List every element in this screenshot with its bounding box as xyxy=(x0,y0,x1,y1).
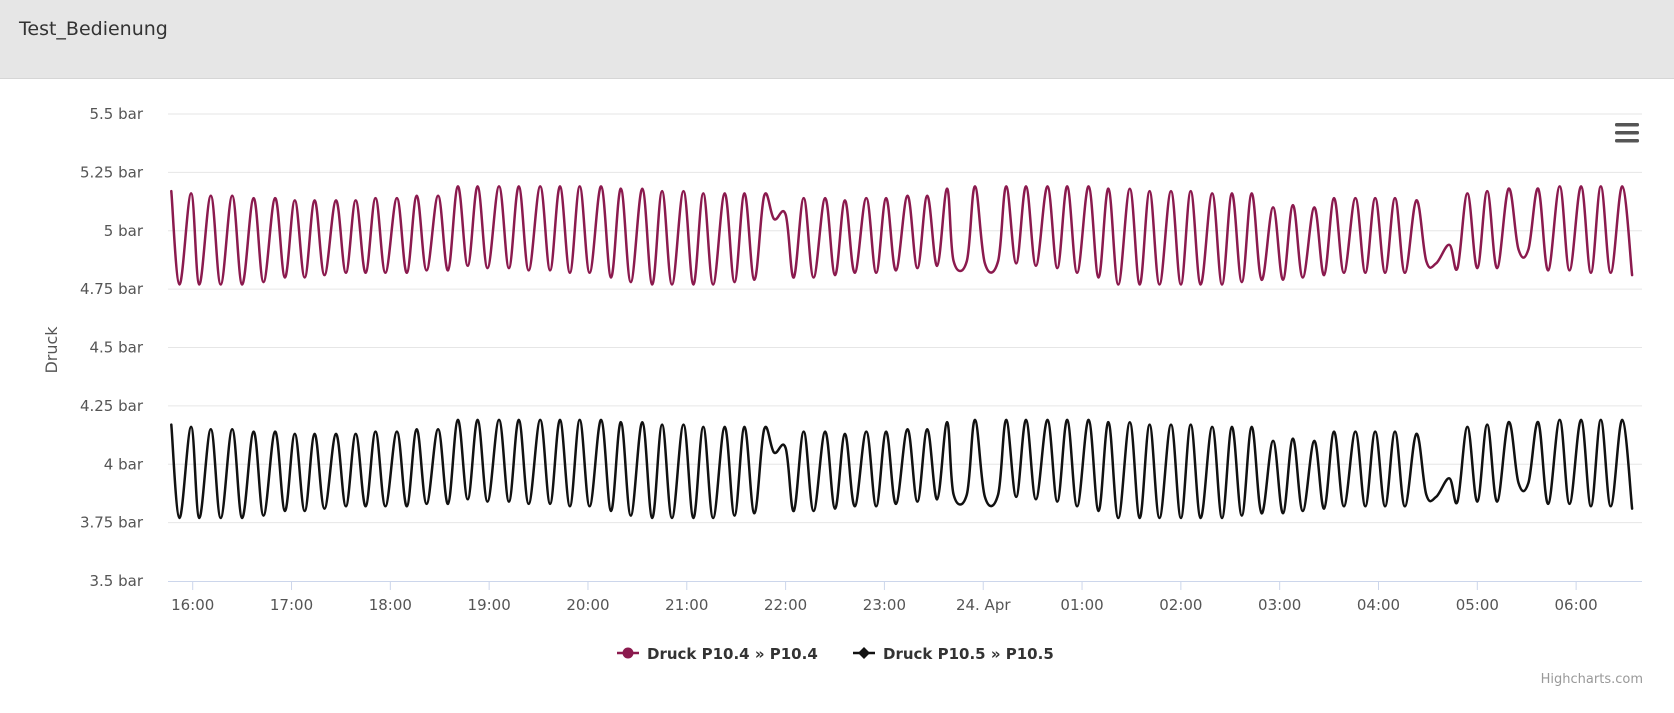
grid-lines xyxy=(168,113,1642,524)
line-chart: 3.5 bar 3.75 bar 4 bar 4.25 bar 4.5 bar 4.75 … xyxy=(42,105,1643,687)
x-axis-ticks: 16:00 17:00 18:00 19:00 20:00 21:00 22:00 23:00… xyxy=(171,581,1598,614)
x-tick-label: 18:00 xyxy=(369,596,412,614)
y-axis-title: Druck xyxy=(42,326,61,374)
hamburger-menu-icon[interactable] xyxy=(1614,122,1640,146)
x-tick-label: 02:00 xyxy=(1159,596,1202,614)
y-tick-label: 3.5 bar xyxy=(89,572,143,590)
credits-link[interactable]: Highcharts.com xyxy=(1541,672,1643,687)
y-tick-label: 5.25 bar xyxy=(80,163,144,181)
y-tick-label: 4.75 bar xyxy=(80,280,144,298)
x-tick-label: 22:00 xyxy=(764,596,807,614)
legend-item-2[interactable]: Druck P10.5 » P10.5 xyxy=(853,645,1054,663)
series-line-2[interactable] xyxy=(170,418,1634,520)
page-title: Test_Bedienung xyxy=(19,18,168,40)
x-tick-label: 19:00 xyxy=(468,596,511,614)
x-tick-label: 01:00 xyxy=(1060,596,1103,614)
legend-diamond-marker xyxy=(858,647,870,659)
x-tick-label: 24. Apr xyxy=(956,596,1011,614)
y-axis-tick-labels: 3.5 bar 3.75 bar 4 bar 4.25 bar 4.5 bar 4.75 … xyxy=(80,105,144,590)
y-tick-label: 4.5 bar xyxy=(89,339,143,357)
y-tick-label: 4 bar xyxy=(104,455,144,473)
x-tick-label: 20:00 xyxy=(566,596,609,614)
legend-label: Druck P10.5 » P10.5 xyxy=(883,645,1054,663)
x-tick-label: 06:00 xyxy=(1555,596,1598,614)
legend-circle-marker xyxy=(622,647,634,659)
x-tick-label: 16:00 xyxy=(171,596,214,614)
chart-container: 3.5 bar 3.75 bar 4 bar 4.25 bar 4.5 bar 4.75 … xyxy=(0,80,1674,709)
series-group xyxy=(170,185,1634,520)
series-line-1[interactable] xyxy=(170,185,1634,286)
page-header: Test_Bedienung xyxy=(0,0,1674,79)
y-tick-label: 3.75 bar xyxy=(80,514,144,532)
legend: Druck P10.4 » P10.4 Druck P10.5 » P10.5 xyxy=(617,645,1054,663)
x-tick-label: 21:00 xyxy=(665,596,708,614)
legend-label: Druck P10.4 » P10.4 xyxy=(647,645,818,663)
legend-item-1[interactable]: Druck P10.4 » P10.4 xyxy=(617,645,818,663)
x-tick-label: 05:00 xyxy=(1456,596,1499,614)
y-tick-label: 5.5 bar xyxy=(89,105,143,123)
x-tick-label: 04:00 xyxy=(1357,596,1400,614)
x-tick-label: 03:00 xyxy=(1258,596,1301,614)
x-tick-label: 23:00 xyxy=(863,596,906,614)
x-tick-label: 17:00 xyxy=(270,596,313,614)
y-tick-label: 5 bar xyxy=(104,222,144,240)
y-tick-label: 4.25 bar xyxy=(80,397,144,415)
